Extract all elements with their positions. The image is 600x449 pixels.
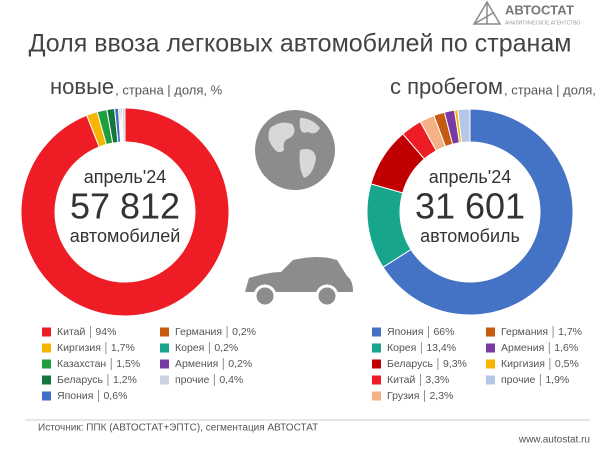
legend-value: 13,4%: [426, 342, 456, 354]
legend-value: 2,3%: [429, 390, 453, 402]
legend-label: прочие: [501, 374, 535, 386]
donut-segment: [20, 107, 230, 317]
legend-swatch: [372, 391, 381, 401]
legend-label: Япония: [387, 326, 423, 338]
legend-value: 0,2%: [232, 326, 256, 338]
legend-value: 1,2%: [113, 374, 137, 386]
period-label: апрель'24: [84, 167, 167, 187]
logo-subtext: АНАЛИТИЧЕСКОЕ АГЕНТСТВО: [505, 20, 580, 26]
legend-swatch: [372, 343, 381, 353]
legend-swatch: [486, 327, 495, 337]
legend-swatch: [160, 375, 169, 385]
legend-value: 1,6%: [554, 342, 578, 354]
legend-swatch: [372, 375, 381, 385]
legend-value: 3,3%: [425, 374, 449, 386]
legend-value: 0,6%: [103, 390, 127, 402]
legend-label: Грузия: [387, 390, 419, 402]
unit-label: автомобилей: [70, 226, 181, 246]
legend-swatch: [486, 359, 495, 369]
legend-value: 0,2%: [214, 342, 238, 354]
legend-swatch: [160, 327, 169, 337]
legend-label: Беларусь: [57, 374, 103, 386]
legend-label: прочие: [175, 374, 209, 386]
legend-label: Германия: [175, 326, 222, 338]
legend-swatch: [42, 327, 51, 337]
legend-swatch: [486, 375, 495, 385]
legend-value: 1,7%: [111, 342, 135, 354]
legend-value: 94%: [95, 326, 116, 338]
car-icon: [245, 257, 353, 308]
chart-title: с пробегом: [390, 74, 503, 99]
legend-swatch: [160, 359, 169, 369]
legend-swatch: [42, 391, 51, 401]
legend-label: Казахстан: [57, 358, 106, 370]
legend-value: 0,2%: [228, 358, 252, 370]
legend-swatch: [160, 343, 169, 353]
chart-subtitle: , страна | доля, %: [504, 82, 600, 97]
logo-text: АВТОСТАТ: [505, 2, 574, 17]
legend-value: 1,9%: [545, 374, 569, 386]
legend-label: Киргизия: [57, 342, 101, 354]
legend-value: 9,3%: [443, 358, 467, 370]
donut-segment: [121, 107, 126, 143]
legend-swatch: [486, 343, 495, 353]
legend-swatch: [42, 359, 51, 369]
legend-value: 0,4%: [219, 374, 243, 386]
legend-label: Беларусь: [387, 358, 433, 370]
legend-label: Китай: [57, 326, 86, 338]
legend-swatch: [372, 359, 381, 369]
chart-title: новые: [50, 74, 114, 99]
legend-label: Япония: [57, 390, 93, 402]
main-title: Доля ввоза легковых автомобилей по стран…: [29, 30, 572, 58]
site-url: www.autostat.ru: [518, 435, 590, 446]
legend-value: 1,7%: [558, 326, 582, 338]
legend-swatch: [42, 375, 51, 385]
legend-swatch: [42, 343, 51, 353]
period-label: апрель'24: [429, 167, 512, 187]
legend-label: Армения: [175, 358, 218, 370]
unit-label: автомобиль: [420, 226, 520, 246]
legend-label: Армения: [501, 342, 544, 354]
legend-swatch: [372, 327, 381, 337]
legend-value: 1,5%: [116, 358, 140, 370]
legend-value: 0,5%: [555, 358, 579, 370]
legend-label: Германия: [501, 326, 548, 338]
legend-value: 66%: [433, 326, 454, 338]
source-note: Источник: ППК (АВТОСТАТ+ЭПТС), сегментац…: [38, 423, 318, 434]
legend-label: Киргизия: [501, 358, 545, 370]
donut-segment: [457, 108, 471, 144]
donut-segment: [382, 108, 574, 316]
total-count: 31 601: [415, 186, 525, 227]
legend-label: Корея: [387, 342, 416, 354]
total-count: 57 812: [70, 186, 180, 227]
legend-label: Китай: [387, 374, 416, 386]
logo-icon: [472, 0, 502, 25]
legend-label: Корея: [175, 342, 204, 354]
chart-subtitle: , страна | доля, %: [115, 82, 223, 97]
globe-icon: [255, 110, 335, 190]
